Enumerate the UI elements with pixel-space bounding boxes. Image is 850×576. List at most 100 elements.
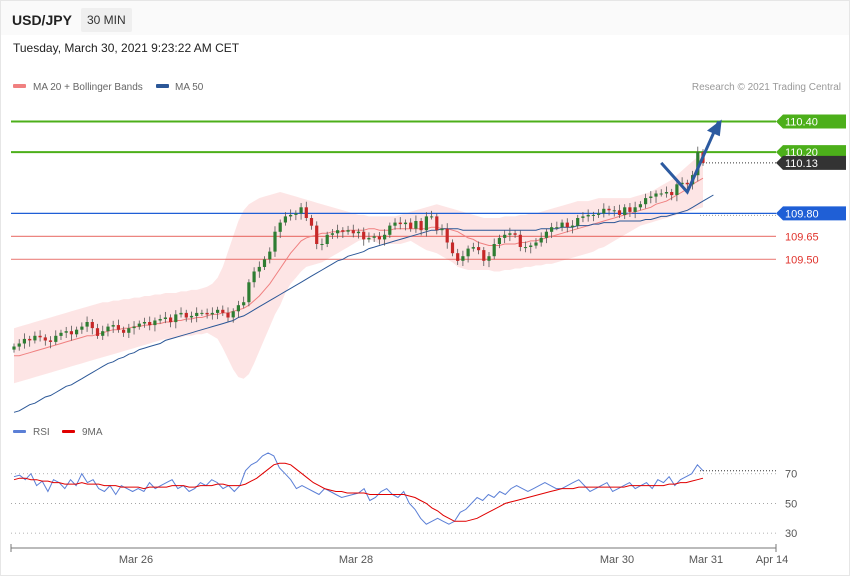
candle-body	[174, 314, 178, 323]
candle-body	[487, 256, 491, 261]
x-tick-label: Mar 26	[119, 554, 153, 566]
level-tag-110-20	[776, 145, 846, 160]
candle-body	[534, 242, 538, 246]
ma20-legend-swatch	[13, 84, 26, 88]
candle-body	[22, 338, 26, 344]
candle-body	[659, 193, 663, 195]
candle-body	[586, 214, 590, 217]
candle-body	[555, 227, 559, 229]
candle-body	[440, 228, 444, 231]
candle-body	[456, 253, 460, 261]
candle-body	[59, 332, 63, 336]
rsi-line	[13, 452, 704, 525]
candle-body	[17, 343, 21, 347]
rsi-9ma-line	[13, 462, 704, 522]
candles	[12, 146, 705, 353]
candle-body	[122, 329, 126, 333]
candle-body	[508, 233, 512, 235]
candle-body	[231, 311, 235, 318]
x-tick-label: Mar 30	[600, 554, 634, 566]
candle-body	[419, 221, 423, 231]
level-label-110-40: 110.40	[785, 117, 818, 129]
ma9-legend-swatch	[62, 430, 75, 433]
candle-body	[309, 218, 314, 226]
candle-body	[142, 322, 147, 324]
rsi-legend-label: RSI	[33, 427, 50, 438]
candle-body	[628, 207, 632, 212]
candle-body	[696, 152, 700, 176]
candle-body	[685, 182, 689, 185]
candle-body	[106, 326, 110, 332]
candle-body	[304, 207, 308, 218]
candle-body	[169, 317, 173, 323]
candle-body	[189, 315, 194, 318]
candle-body	[69, 331, 73, 335]
x-axis: Mar 26 Mar 28 Mar 30 Mar 31 Apr 14	[10, 544, 788, 566]
copyright-text: Research © 2021 Trading Central	[692, 82, 841, 93]
candle-body	[383, 234, 387, 240]
candle-body	[461, 256, 465, 261]
candle-body	[388, 225, 392, 235]
ma50-legend-swatch	[156, 84, 169, 88]
candle-body	[12, 346, 16, 350]
forecast-arrowhead	[707, 119, 722, 137]
bollinger-bands	[14, 152, 703, 384]
candle-body	[424, 216, 428, 231]
candle-body	[179, 312, 183, 315]
candle-body	[393, 222, 397, 226]
candle-body	[560, 222, 564, 228]
level-tag-109-80	[776, 206, 846, 221]
candle-body	[623, 207, 627, 215]
forecast-arrow	[660, 119, 722, 195]
candle-body	[101, 331, 105, 336]
candle-body	[252, 271, 256, 283]
candle-body	[325, 234, 329, 244]
candle-body	[492, 244, 496, 257]
candle-body	[132, 326, 136, 329]
candle-body	[450, 242, 455, 254]
candle-body	[226, 312, 230, 318]
candle-body	[268, 251, 272, 260]
candle-body	[236, 305, 240, 312]
candle-body	[544, 231, 548, 238]
candle-body	[278, 222, 282, 232]
candle-body	[482, 250, 486, 261]
candle-body	[377, 236, 381, 240]
timeframe-selector[interactable]: 30 MIN	[81, 8, 132, 32]
bollinger-band-fill	[14, 152, 703, 384]
candle-body	[503, 234, 507, 238]
candle-body	[153, 320, 157, 326]
candle-body	[529, 245, 533, 247]
candle-body	[283, 216, 287, 223]
rsi-panel: 70 50 30	[11, 452, 797, 540]
candle-body	[247, 282, 251, 303]
candle-body	[289, 214, 293, 217]
candle-body	[351, 230, 355, 234]
candle-body	[633, 207, 637, 212]
candle-body	[257, 266, 261, 272]
candle-body	[403, 222, 408, 225]
candle-body	[315, 225, 319, 244]
candle-body	[513, 233, 517, 235]
candle-body	[597, 213, 601, 215]
candle-body	[602, 208, 606, 214]
candle-body	[664, 192, 669, 194]
x-tick-label: Apr 14	[756, 554, 788, 566]
candle-body	[471, 247, 475, 249]
level-label-109-50: 109.50	[785, 254, 819, 266]
candle-body	[477, 247, 481, 251]
symbol-label: USD/JPY	[12, 12, 72, 28]
candle-body	[675, 184, 679, 195]
candle-body	[466, 248, 470, 257]
timestamp: Tuesday, March 30, 2021 9:23:22 AM CET	[13, 41, 240, 55]
candle-body	[43, 337, 47, 341]
candle-body	[550, 227, 554, 232]
rsi-legend-swatch	[13, 430, 26, 433]
candle-body	[111, 325, 115, 327]
candle-body	[372, 236, 376, 238]
candle-body	[148, 322, 152, 326]
candle-body	[617, 210, 622, 215]
candle-body	[85, 322, 89, 327]
candle-body	[435, 216, 439, 231]
